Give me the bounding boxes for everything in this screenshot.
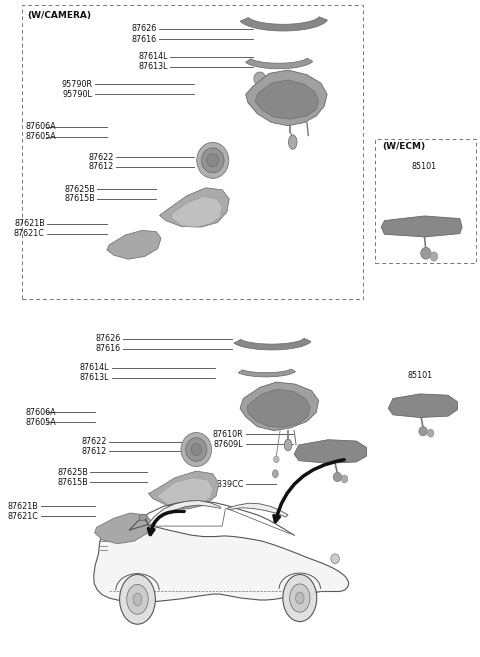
Polygon shape — [294, 440, 367, 463]
Text: 87626: 87626 — [131, 24, 156, 34]
Polygon shape — [255, 80, 319, 119]
Text: 87622: 87622 — [82, 437, 107, 446]
Ellipse shape — [207, 154, 219, 167]
Circle shape — [283, 574, 317, 622]
Text: 87616: 87616 — [131, 35, 156, 44]
Ellipse shape — [341, 475, 348, 483]
Ellipse shape — [181, 432, 212, 466]
Ellipse shape — [197, 143, 229, 178]
Text: 87615B: 87615B — [64, 194, 95, 204]
Text: 87621B: 87621B — [14, 219, 45, 229]
Polygon shape — [247, 390, 310, 427]
Polygon shape — [158, 478, 213, 508]
Text: 87609L: 87609L — [214, 440, 243, 449]
Text: 87613L: 87613L — [139, 62, 168, 72]
Polygon shape — [240, 16, 327, 31]
Text: 87621C: 87621C — [14, 229, 45, 238]
Polygon shape — [238, 369, 296, 377]
Ellipse shape — [284, 439, 292, 451]
FancyArrowPatch shape — [274, 460, 344, 522]
Ellipse shape — [274, 456, 279, 463]
Text: 87613L: 87613L — [80, 373, 109, 382]
Circle shape — [289, 584, 310, 612]
Ellipse shape — [186, 438, 207, 461]
Ellipse shape — [288, 135, 297, 149]
Polygon shape — [246, 70, 327, 125]
Ellipse shape — [191, 443, 202, 455]
Polygon shape — [245, 58, 313, 69]
Polygon shape — [381, 216, 462, 237]
Ellipse shape — [139, 514, 147, 521]
Polygon shape — [240, 382, 319, 430]
Polygon shape — [95, 513, 152, 544]
Text: 87605A: 87605A — [25, 132, 56, 141]
Polygon shape — [159, 188, 229, 227]
Ellipse shape — [419, 426, 427, 436]
Circle shape — [120, 574, 156, 624]
Text: 87625B: 87625B — [64, 185, 95, 194]
Text: 87614L: 87614L — [80, 363, 109, 373]
Polygon shape — [234, 338, 311, 350]
Text: 87606A: 87606A — [25, 408, 56, 417]
Polygon shape — [227, 503, 288, 517]
Polygon shape — [148, 471, 219, 509]
Text: 87616: 87616 — [96, 344, 121, 353]
Text: 87626: 87626 — [96, 334, 121, 344]
Circle shape — [296, 592, 304, 604]
Ellipse shape — [331, 554, 339, 564]
Text: 87606A: 87606A — [25, 122, 56, 131]
Ellipse shape — [430, 252, 438, 261]
Text: 87621B: 87621B — [8, 502, 39, 511]
Text: 87625B: 87625B — [57, 468, 88, 477]
Circle shape — [133, 593, 142, 606]
Text: 85101: 85101 — [407, 371, 432, 380]
Text: 87614L: 87614L — [139, 53, 168, 62]
Polygon shape — [107, 231, 161, 259]
Ellipse shape — [421, 248, 431, 259]
Text: 85101: 85101 — [412, 162, 437, 171]
FancyArrowPatch shape — [148, 511, 184, 535]
Text: 87615B: 87615B — [57, 478, 88, 487]
Text: (W/ECM): (W/ECM) — [382, 142, 425, 151]
Text: 95790R: 95790R — [62, 80, 93, 89]
Text: 87622: 87622 — [89, 152, 114, 162]
Text: 87610R: 87610R — [213, 430, 243, 439]
Text: 1339CC: 1339CC — [212, 480, 243, 489]
Polygon shape — [172, 196, 222, 227]
Text: 87612: 87612 — [89, 162, 114, 171]
Text: (W/CAMERA): (W/CAMERA) — [27, 11, 91, 20]
Ellipse shape — [202, 148, 224, 173]
Polygon shape — [94, 524, 349, 602]
Ellipse shape — [273, 470, 278, 478]
Text: 87621C: 87621C — [8, 512, 39, 521]
Ellipse shape — [333, 472, 342, 482]
Text: 87605A: 87605A — [25, 418, 56, 426]
Text: 87612: 87612 — [82, 447, 107, 456]
Ellipse shape — [427, 429, 434, 437]
Polygon shape — [388, 394, 457, 417]
Polygon shape — [147, 501, 221, 525]
Text: 95790L: 95790L — [63, 90, 93, 99]
Ellipse shape — [254, 72, 266, 85]
Circle shape — [127, 585, 148, 614]
